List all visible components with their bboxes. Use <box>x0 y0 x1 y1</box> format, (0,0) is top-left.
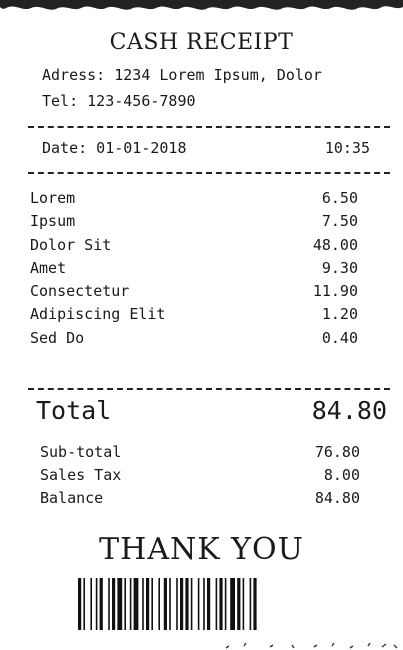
item-name: Dolor Sit <box>30 235 112 254</box>
barcode-bar <box>180 578 184 630</box>
barcode-bar <box>124 578 126 630</box>
barcode-bar <box>253 578 257 630</box>
item-price: 1.20 <box>321 305 358 324</box>
line-item: Lorem 6.50 <box>30 188 358 211</box>
barcode-bar <box>78 578 82 630</box>
receipt-time: 10:35 <box>324 139 370 157</box>
summary-value: 84.80 <box>314 489 360 507</box>
barcode-bar <box>112 578 116 630</box>
item-price: 6.50 <box>321 189 358 207</box>
receipt-date: Date: 01-01-2018 <box>42 139 187 157</box>
barcode-bar <box>133 578 139 630</box>
barcode-bar <box>190 578 193 630</box>
thank-you-message: THANK YOU <box>99 532 304 567</box>
item-name: Lorem <box>30 189 76 207</box>
total-label: Total <box>36 396 112 425</box>
barcode-bar <box>237 578 241 630</box>
date-time-row: Date: 01-01-2018 10:35 <box>42 139 370 157</box>
item-name: Adipiscing Elit <box>30 305 166 324</box>
barcode-bar <box>129 578 132 630</box>
total-value: 84.80 <box>311 396 387 425</box>
summary-list: Sub-total 76.80 Sales Tax 8.00 Balance 84.8… <box>40 442 360 511</box>
barcode-bar <box>95 578 98 630</box>
barcode-bar <box>242 578 245 630</box>
summary-row-sales-tax: Sales Tax 8.00 <box>40 465 360 488</box>
receipt-torn-top-edge <box>0 0 403 10</box>
line-item: Amet 9.30 <box>30 258 358 281</box>
barcode-bar <box>176 578 178 630</box>
barcode-graphic <box>78 578 257 630</box>
item-price: 7.50 <box>321 212 358 231</box>
receipt-title: CASH RECEIPT <box>109 30 294 55</box>
item-name: Ipsum <box>30 212 76 231</box>
summary-label: Balance <box>40 489 104 507</box>
line-item: Adipiscing Elit 1.20 <box>30 304 358 327</box>
line-item: Ipsum 7.50 <box>30 211 358 234</box>
receipt-torn-bottom-edge <box>225 642 398 649</box>
barcode-bar <box>230 578 235 630</box>
barcode-bar <box>185 578 189 630</box>
barcode-bar <box>158 578 160 630</box>
barcode-bar <box>90 578 92 630</box>
summary-value: 76.80 <box>314 443 360 461</box>
barcode-bar <box>207 578 211 630</box>
dashed-divider <box>28 388 390 390</box>
line-item: Consectetur 11.90 <box>30 281 358 304</box>
item-price: 48.00 <box>312 235 358 254</box>
item-name: Amet <box>30 258 67 277</box>
barcode-bar <box>249 578 252 630</box>
barcode-bar <box>197 578 200 630</box>
line-item: Dolor Sit 48.00 <box>30 235 358 258</box>
summary-row-subtotal: Sub-total 76.80 <box>40 442 360 465</box>
dashed-divider <box>28 172 390 174</box>
summary-label: Sub-total <box>40 443 122 461</box>
summary-value: 8.00 <box>323 466 360 484</box>
barcode-bar <box>108 578 110 630</box>
item-price: 0.40 <box>321 328 358 347</box>
item-price: 11.90 <box>312 282 358 301</box>
barcode-bar <box>219 578 223 630</box>
barcode-bar <box>215 578 218 630</box>
barcode-bar <box>169 578 171 630</box>
summary-label: Sales Tax <box>40 466 122 484</box>
address-line: Adress: 1234 Lorem Ipsum, Dolor <box>42 66 322 84</box>
item-name: Consectetur <box>30 282 130 301</box>
barcode-bar <box>151 578 153 630</box>
total-row: Total 84.80 <box>36 396 387 425</box>
barcode-bar <box>83 578 85 630</box>
line-item: Sed Do 0.40 <box>30 328 358 351</box>
barcode-bar <box>99 578 103 630</box>
barcode-bar <box>117 578 123 630</box>
barcode-bar <box>203 578 205 630</box>
item-price: 9.30 <box>321 258 358 277</box>
barcode-bar <box>142 578 144 630</box>
item-name: Sed Do <box>30 328 85 347</box>
line-items-list: Lorem 6.50 Ipsum 7.50 Dolor Sit 48.00 Amet 9… <box>30 188 358 351</box>
telephone-line: Tel: 123-456-7890 <box>42 92 196 110</box>
summary-row-balance: Balance 84.80 <box>40 488 360 511</box>
dashed-divider <box>28 126 390 128</box>
barcode-bar <box>163 578 167 630</box>
barcode-bar <box>146 578 150 630</box>
barcode-bar <box>224 578 227 630</box>
